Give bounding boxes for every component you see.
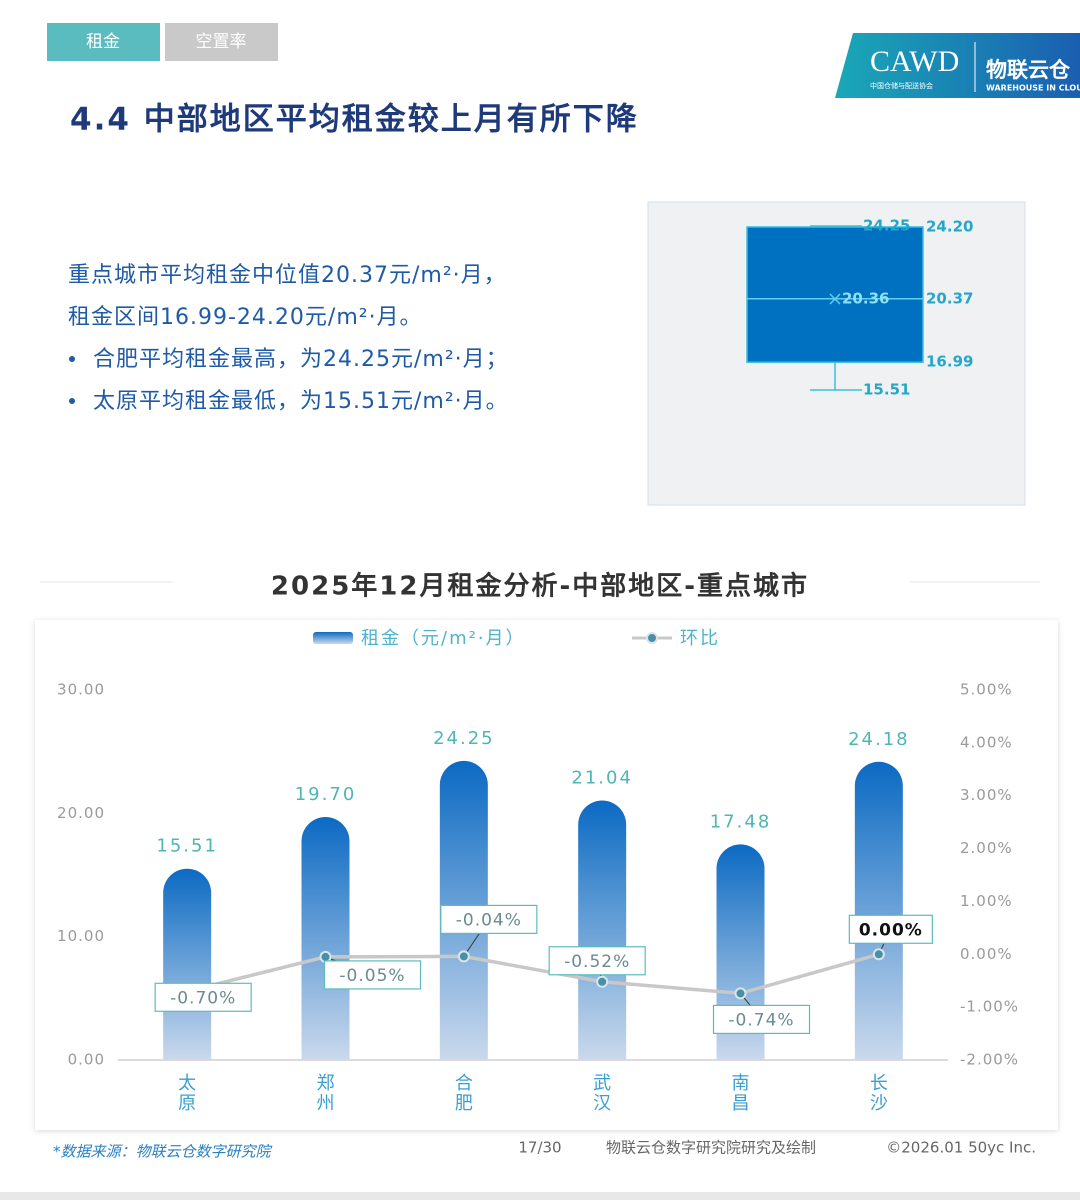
y2-tick-label: 0.00% — [960, 945, 1013, 963]
label-box — [323, 960, 422, 990]
summary-line: 重点城市平均租金中位值20.37元/m²·月， — [68, 263, 507, 288]
bullet — [69, 356, 75, 362]
logo-brand-sub: WAREHOUSE IN CLOUD — [986, 84, 1080, 93]
logo-band — [835, 33, 1080, 98]
title-pill — [173, 566, 910, 610]
data-label: 24.25 — [433, 728, 495, 749]
data-label: 16.99 — [926, 353, 973, 371]
footer-credit: 物联云仓数字研究院研究及绘制 — [606, 1139, 816, 1157]
y2-tick-label: 2.00% — [960, 839, 1013, 857]
x-tick-label: 太原 — [178, 1073, 196, 1114]
bottom-band — [0, 1192, 1080, 1200]
y2-tick-label: -1.00% — [960, 998, 1019, 1016]
chart-title: 2025年12月租金分析-中部地区-重点城市 — [271, 571, 809, 602]
y-tick-label: 20.00 — [57, 804, 105, 822]
data-label: 20.36 — [842, 289, 889, 307]
tab[interactable] — [47, 23, 160, 61]
data-label: 21.04 — [571, 768, 633, 789]
line-point — [596, 975, 609, 988]
data-label: -0.52% — [564, 952, 630, 972]
data-label: -0.70% — [170, 988, 236, 1008]
y2-tick-label: 1.00% — [960, 892, 1013, 910]
line-point — [872, 948, 885, 961]
y-tick-label: 30.00 — [57, 681, 105, 699]
bullet — [69, 398, 75, 404]
y-tick-label: 10.00 — [57, 927, 105, 945]
logo-brand: 物联云仓 — [986, 58, 1071, 82]
box-chart: 24.25 24.20 20.37 20.36 16.99 15.51 — [746, 217, 973, 399]
box — [746, 226, 924, 363]
x-tick-label: 郑州 — [317, 1073, 335, 1114]
summary-bullet: 合肥平均租金最高，为24.25元/m²·月； — [93, 347, 509, 372]
data-label: 19.70 — [295, 784, 357, 805]
data-label: 0.00% — [859, 920, 923, 940]
legend-label: 租金（元/m²·月） — [361, 628, 526, 649]
bar — [854, 761, 903, 1060]
legend-label: 环比 — [680, 628, 720, 649]
summary-bullet: 太原平均租金最低，为15.51元/m²·月。 — [93, 389, 509, 414]
label-box — [712, 1004, 811, 1035]
line — [186, 952, 880, 996]
y2-tick-label: 4.00% — [960, 733, 1013, 751]
bar — [163, 868, 212, 1060]
logo-org-sub: 中国仓储与配送协会 — [870, 81, 933, 90]
bar — [301, 817, 350, 1060]
data-label: -0.05% — [339, 966, 405, 986]
label-box — [440, 904, 538, 935]
label-box — [848, 914, 933, 944]
data-label: 15.51 — [863, 381, 910, 399]
data-label: 15.51 — [156, 836, 218, 857]
label-box — [548, 946, 646, 976]
footer-page: 17/30 — [518, 1139, 561, 1157]
bar-chart: 0.00 10.00 20.00 30.00 -2.00% -1.00% 0.00% 1.00… — [57, 628, 1019, 1114]
legend-swatch — [646, 632, 658, 644]
y2-tick-label: 3.00% — [960, 786, 1013, 804]
data-label: -0.04% — [456, 910, 522, 930]
tab[interactable] — [165, 23, 278, 61]
y-tick-label: 0.00 — [68, 1051, 105, 1069]
summary-line: 租金区间16.99-24.20元/m²·月。 — [68, 305, 423, 330]
logo-org: CAWD — [870, 45, 959, 78]
data-label: -0.74% — [728, 1010, 794, 1030]
data-label: 24.18 — [848, 729, 910, 750]
line-point — [734, 987, 747, 1000]
tab-label[interactable]: 空置率 — [196, 32, 247, 52]
data-label: 24.20 — [926, 217, 973, 235]
legend-swatch — [313, 632, 353, 644]
heading: 4.4 中部地区平均租金较上月有所下降 — [70, 102, 639, 138]
mean-marker — [829, 293, 841, 305]
y2-tick-label: 5.00% — [960, 681, 1013, 699]
tab-label[interactable]: 租金 — [86, 32, 120, 52]
label-box — [154, 982, 252, 1012]
x-tick-label: 武汉 — [593, 1073, 611, 1114]
bar — [578, 800, 627, 1060]
data-label: 17.48 — [710, 811, 772, 832]
footer-source: *数据来源：物联云仓数字研究院 — [53, 1143, 273, 1161]
x-tick-label: 南昌 — [732, 1073, 750, 1114]
x-tick-label: 长沙 — [870, 1073, 888, 1114]
x-tick-label: 合肥 — [455, 1073, 473, 1114]
y2-tick-label: -2.00% — [960, 1051, 1019, 1069]
line-point — [457, 950, 470, 963]
data-label: 24.25 — [863, 217, 910, 235]
data-label: 20.37 — [926, 289, 973, 307]
footer-copyright: ©2026.01 50yc Inc. — [886, 1139, 1036, 1157]
